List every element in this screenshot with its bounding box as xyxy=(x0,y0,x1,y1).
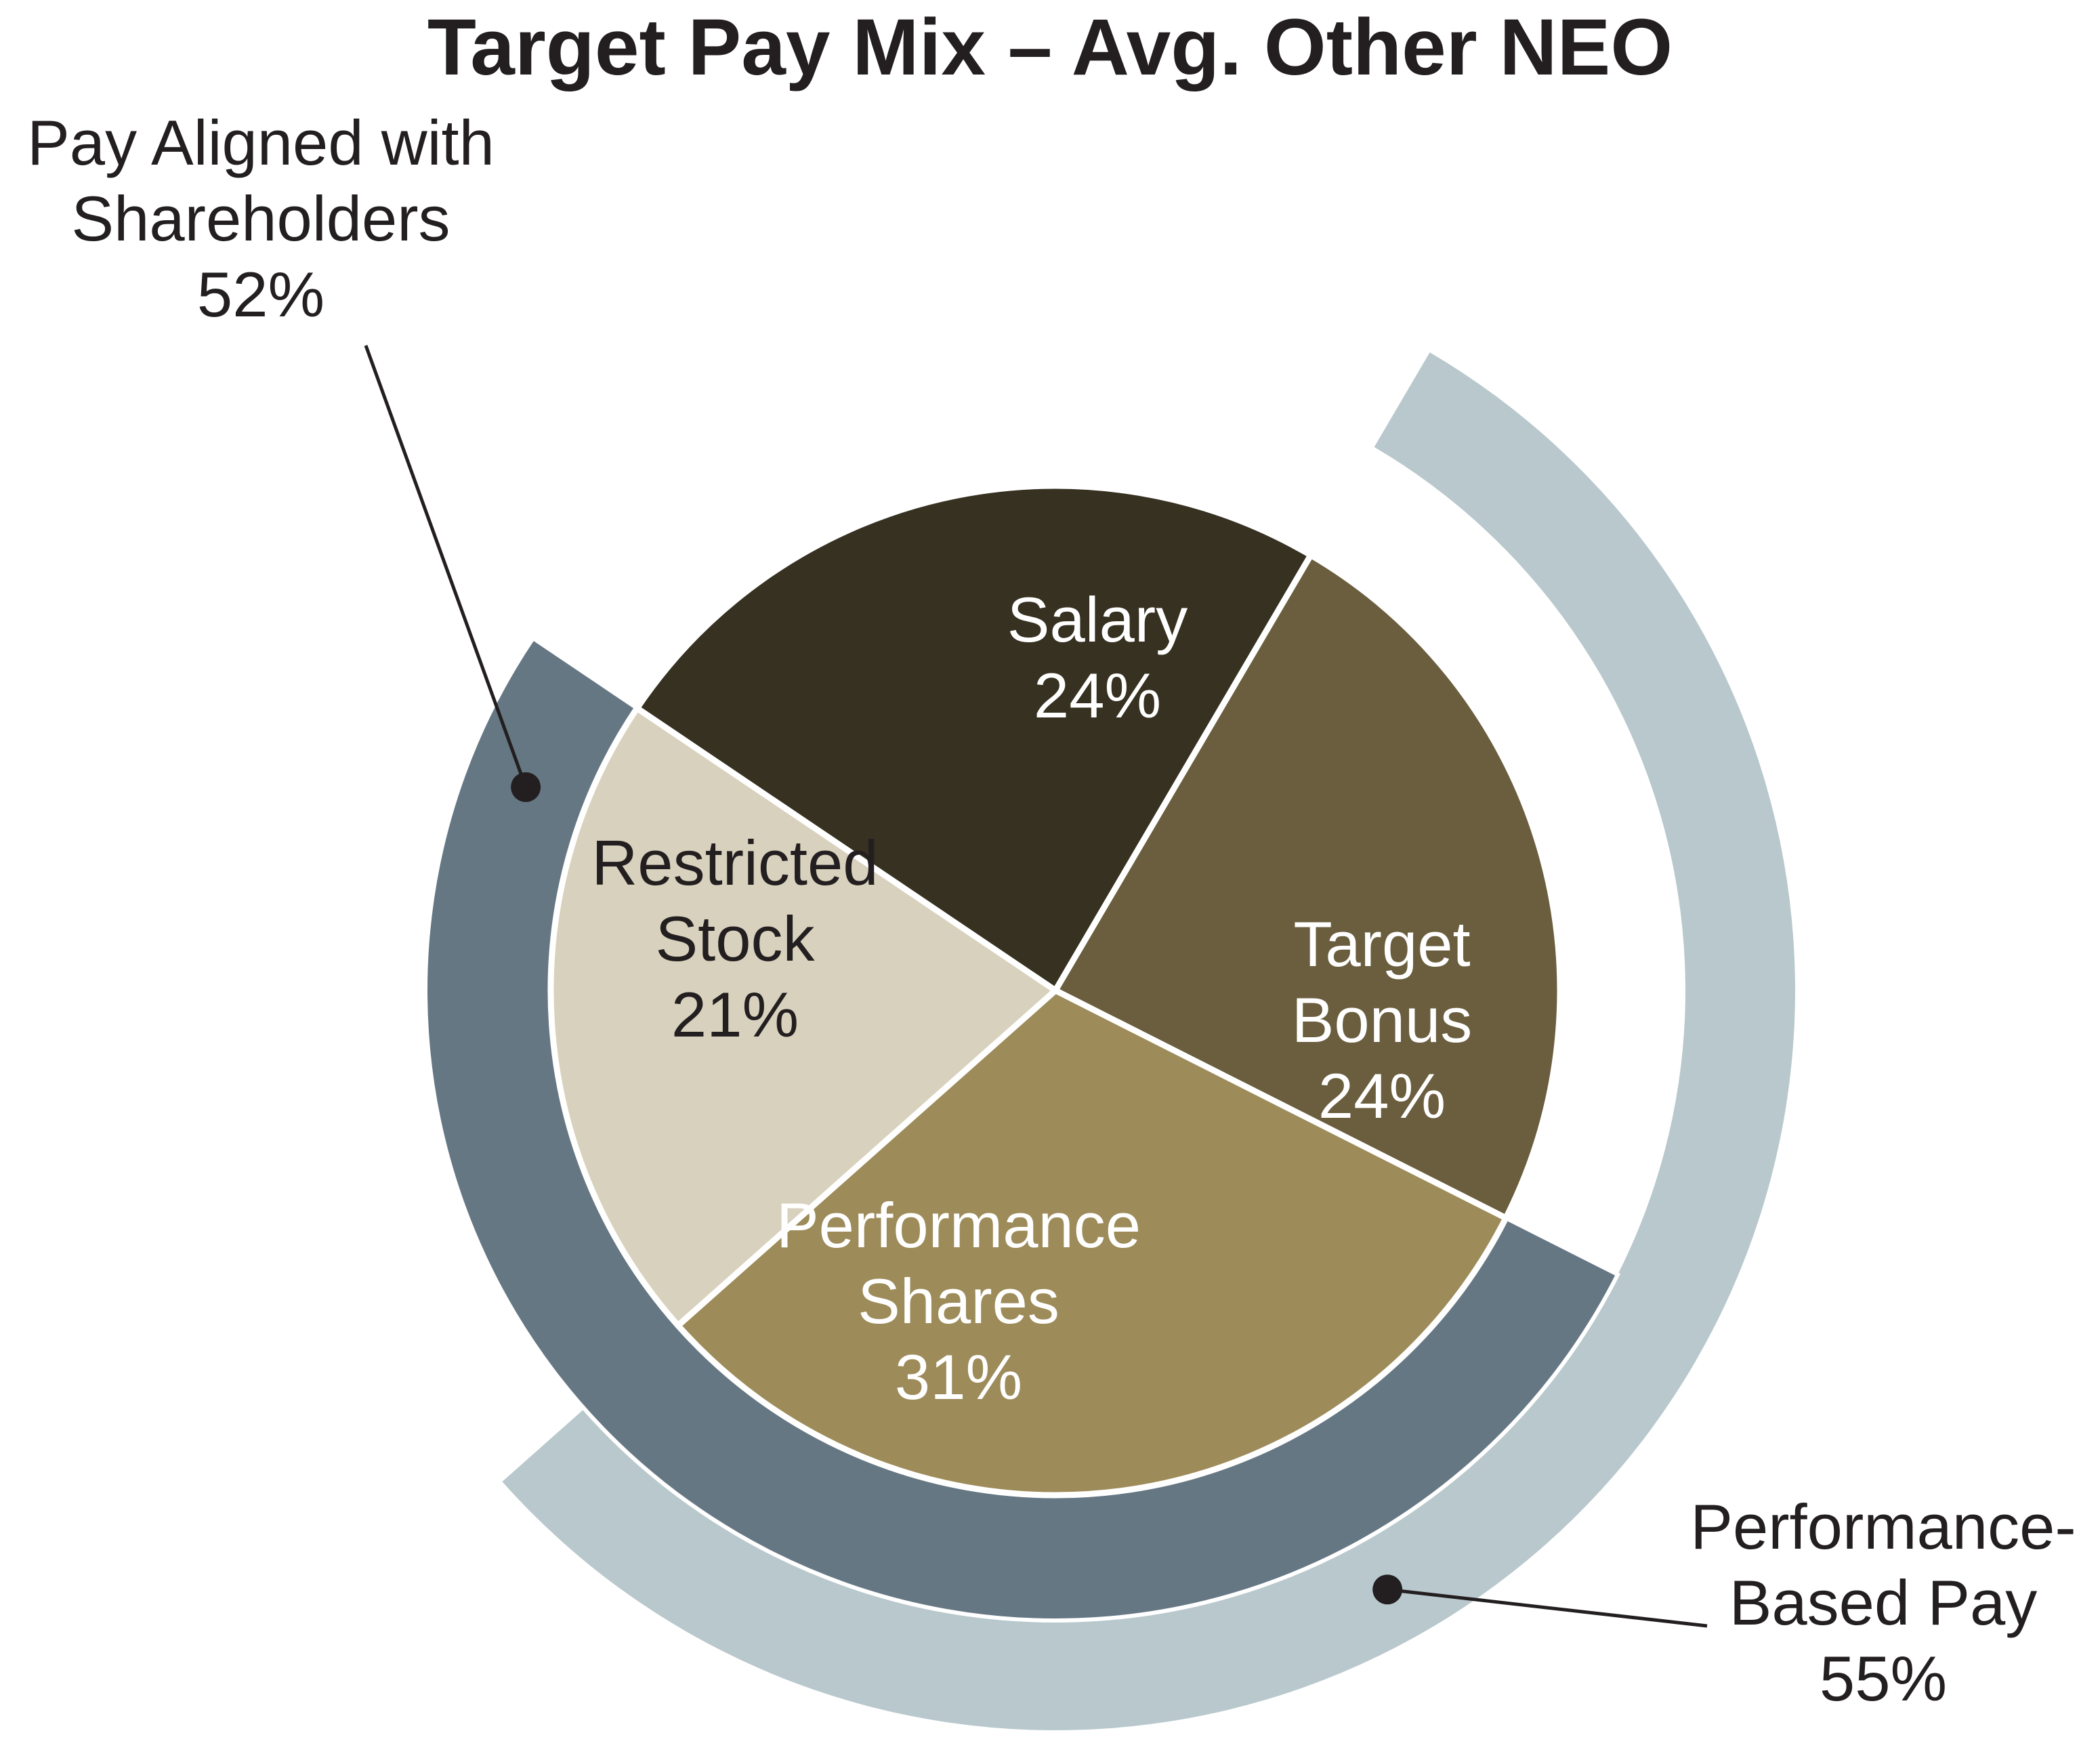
callout-label-line: Pay Aligned with xyxy=(27,107,495,178)
slice-label-line: Restricted xyxy=(591,827,878,898)
pie-slices xyxy=(547,482,1563,1499)
callout-label-line: Shareholders xyxy=(71,183,450,254)
slice-label-target-bonus: Target Bonus 24% xyxy=(1292,908,1473,1131)
slice-performance-shares xyxy=(675,987,1509,1499)
performance-based-pay-arc xyxy=(502,352,1796,1730)
pie-labels: Salary 24%Target Bonus 24%Performance Shares… xyxy=(591,584,1472,1413)
performance-based-pay-callout-dot xyxy=(1372,1574,1403,1605)
slice-label-line: Bonus xyxy=(1292,984,1473,1055)
callout-label-line: Based Pay xyxy=(1729,1567,2038,1638)
slice-label-line: Salary xyxy=(1007,584,1188,655)
slice-label-line: 21% xyxy=(671,979,799,1050)
slice-label-line: 31% xyxy=(895,1341,1022,1413)
callouts: Pay Aligned with Shareholders 52% Performan… xyxy=(27,107,2076,1714)
callout-label-line: 55% xyxy=(1820,1643,1947,1714)
slice-label-performance-shares: Performance Shares 31% xyxy=(776,1190,1141,1413)
pay-aligned-with-shareholders-callout-label: Pay Aligned with Shareholders 52% xyxy=(27,107,495,330)
pay-aligned-with-shareholders-callout-line xyxy=(364,345,528,788)
slice-label-line: Stock xyxy=(655,903,815,974)
slice-label-line: 24% xyxy=(1318,1060,1446,1131)
slice-label-salary: Salary 24% xyxy=(1007,584,1188,731)
slice-label-line: Shares xyxy=(858,1266,1059,1337)
pay-aligned-with-shareholders-callout-dot xyxy=(511,772,541,802)
slice-label-restricted-stock: Restricted Stock 21% xyxy=(591,827,878,1050)
slice-label-line: Target xyxy=(1293,908,1470,980)
slice-restricted-stock xyxy=(547,705,1059,1329)
slice-salary xyxy=(633,482,1314,994)
performance-based-pay-callout-line xyxy=(1387,1587,1708,1628)
performance-based-pay-callout-label: Performance-Based Pay 55% xyxy=(1690,1491,2076,1714)
chart-title: Target Pay Mix – Avg. Other NEO xyxy=(427,3,1673,92)
slice-label-line: 24% xyxy=(1034,660,1161,731)
callout-label-line: 52% xyxy=(197,259,324,330)
slice-label-line: Performance xyxy=(776,1190,1141,1261)
callout-label-line: Performance- xyxy=(1690,1491,2076,1562)
